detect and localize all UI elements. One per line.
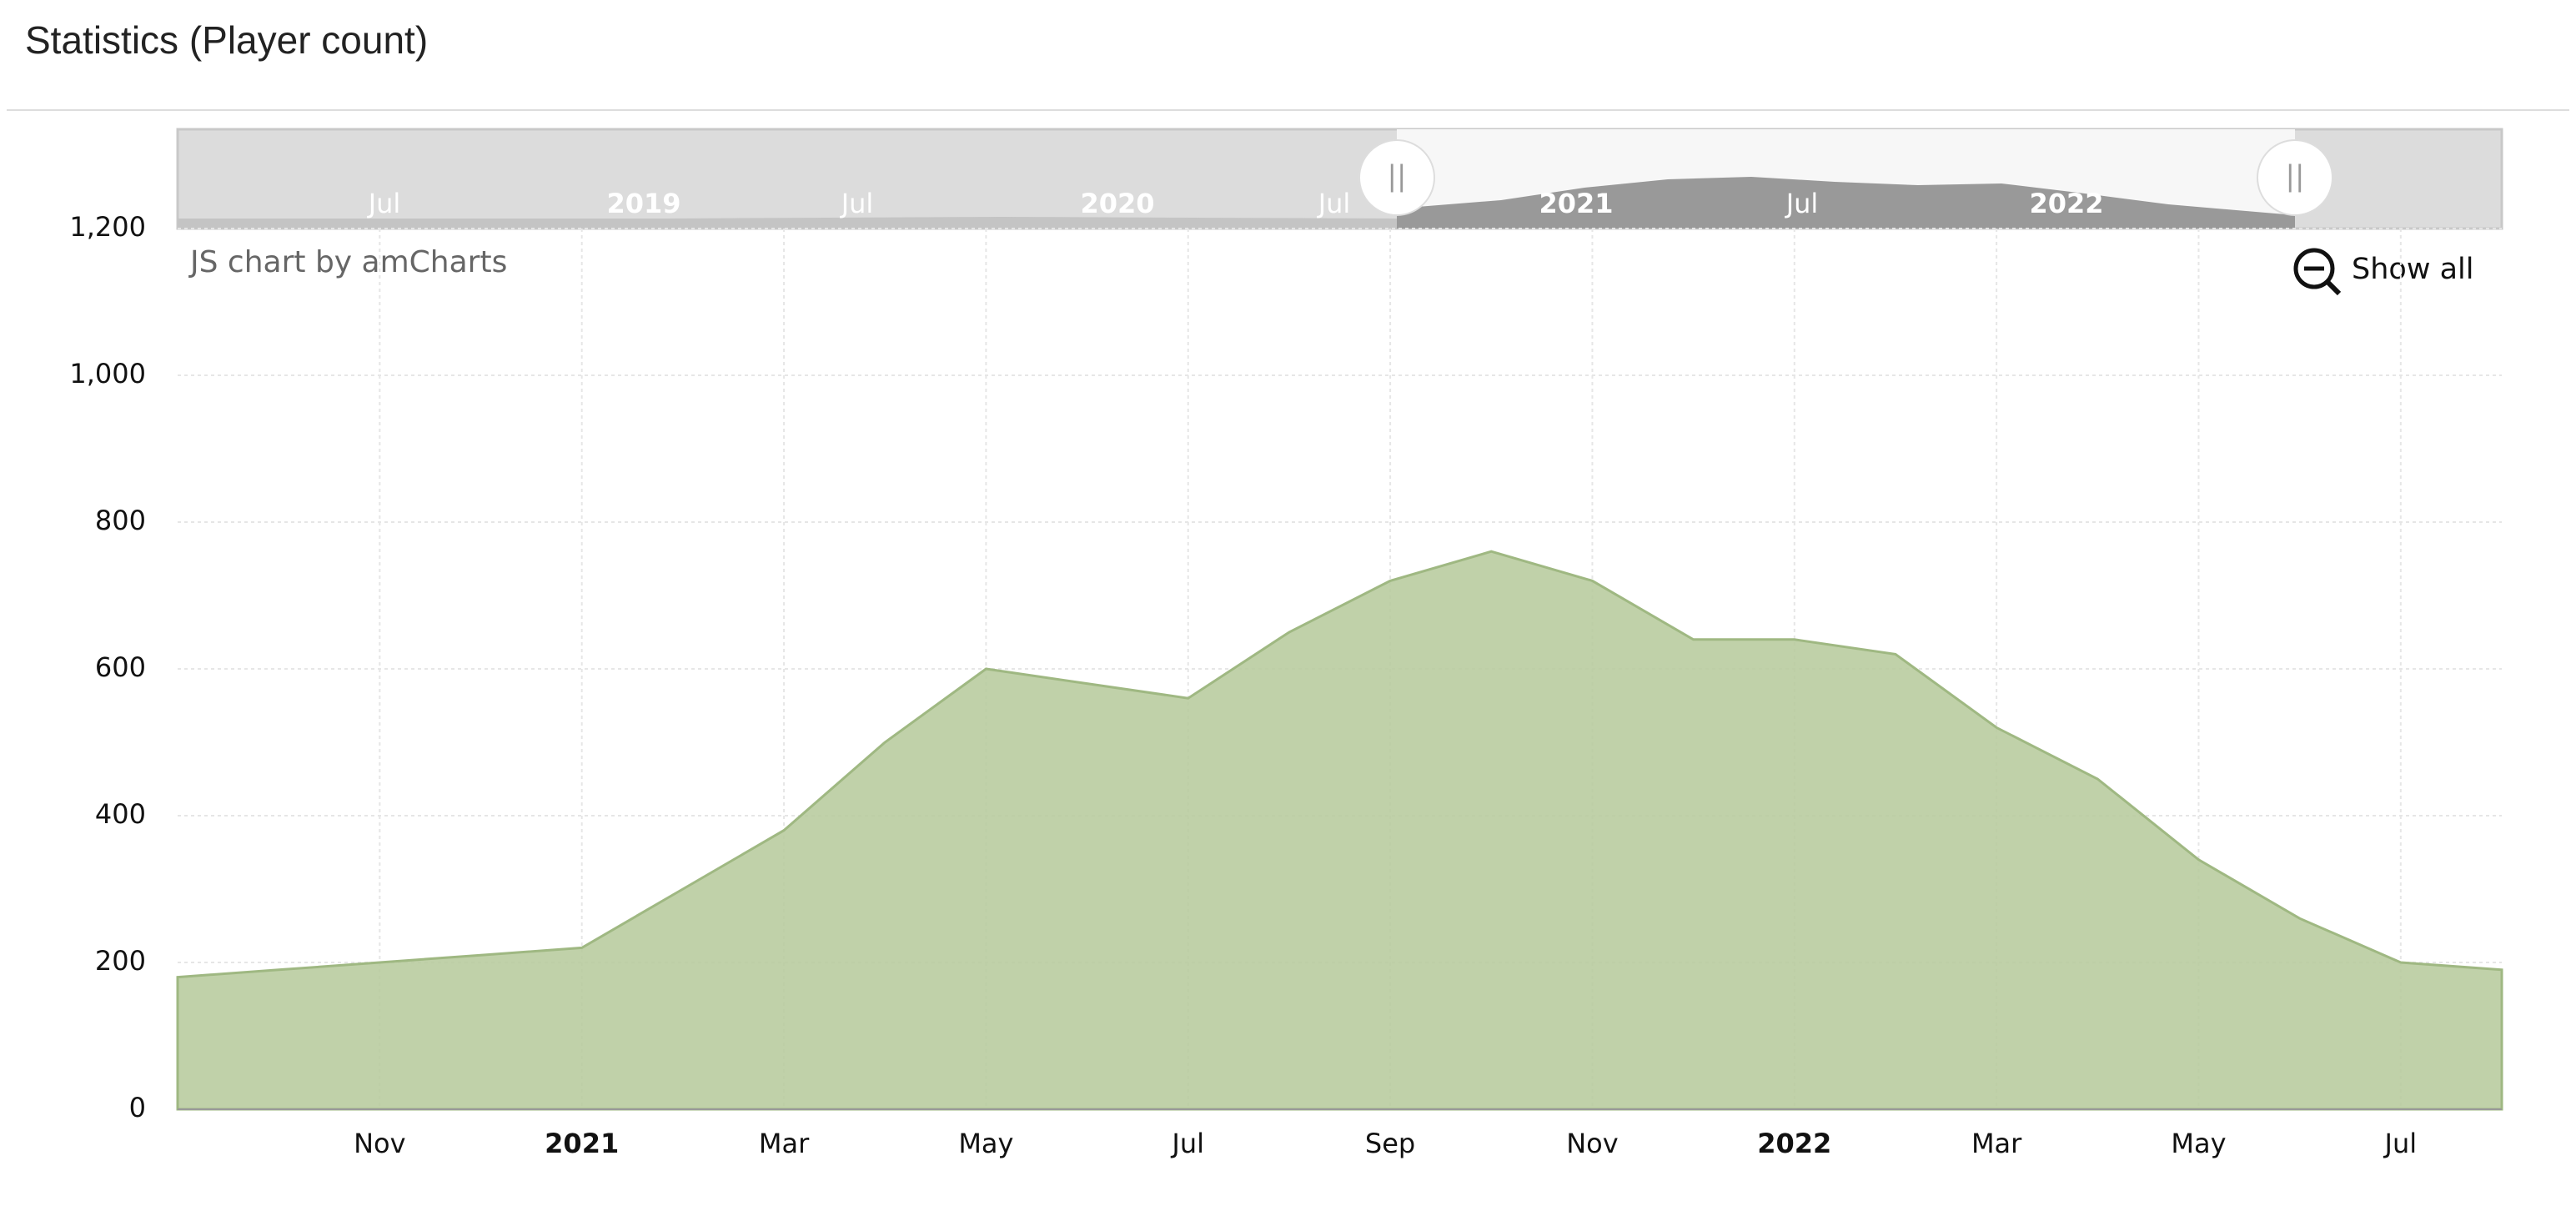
navigator-label: 2020 xyxy=(1080,188,1154,219)
y-tick-label: 600 xyxy=(95,651,146,683)
x-tick-label: Nov xyxy=(354,1128,405,1159)
navigator-label: Jul xyxy=(840,188,874,219)
navigator-label: Jul xyxy=(367,188,401,219)
navigator-label: Jul xyxy=(1785,188,1819,219)
y-tick-label: 800 xyxy=(95,505,146,536)
y-tick-label: 400 xyxy=(95,798,146,830)
navigator-preview xyxy=(1397,177,2295,229)
y-tick-label: 1,000 xyxy=(69,358,146,389)
credit[interactable]: JS chart by amCharts xyxy=(188,245,507,279)
range-grip[interactable] xyxy=(2257,139,2333,216)
y-tick-label: 1,200 xyxy=(69,211,146,243)
x-tick-label: Sep xyxy=(1365,1128,1415,1159)
navigator-label: Jul xyxy=(1317,188,1351,219)
x-tick-label: Mar xyxy=(759,1128,810,1159)
grip-icon: || xyxy=(2286,160,2305,193)
range-grip[interactable] xyxy=(1358,139,1435,216)
navigator-history xyxy=(178,217,1397,229)
x-tick-label: May xyxy=(958,1128,1013,1159)
grip-icon: || xyxy=(1388,160,1407,193)
zoom-icon xyxy=(2293,248,2335,289)
y-tick-label: 200 xyxy=(95,945,146,977)
area xyxy=(176,550,2503,1111)
zoom-label[interactable]: Show all xyxy=(2352,253,2473,286)
zoom-icon xyxy=(2325,279,2342,296)
y-tick-label: 0 xyxy=(129,1092,146,1123)
x-tick-label: 2022 xyxy=(1757,1128,1831,1159)
x-tick-label: Mar xyxy=(1971,1128,2022,1159)
navigator-label: 2021 xyxy=(1539,188,1613,219)
zoom-out-button[interactable]: Show all xyxy=(2293,248,2473,296)
navigator-label: 2022 xyxy=(2029,188,2103,219)
navigator-label: 2019 xyxy=(606,188,680,219)
page-title: Statistics (Player count) xyxy=(25,18,428,62)
x-tick-label: May xyxy=(2171,1128,2226,1159)
x-tick-label: 2021 xyxy=(545,1128,619,1159)
x-tick-label: Jul xyxy=(2383,1128,2418,1159)
x-tick-label: Nov xyxy=(1566,1128,1618,1159)
x-tick-label: Jul xyxy=(1170,1128,1204,1159)
